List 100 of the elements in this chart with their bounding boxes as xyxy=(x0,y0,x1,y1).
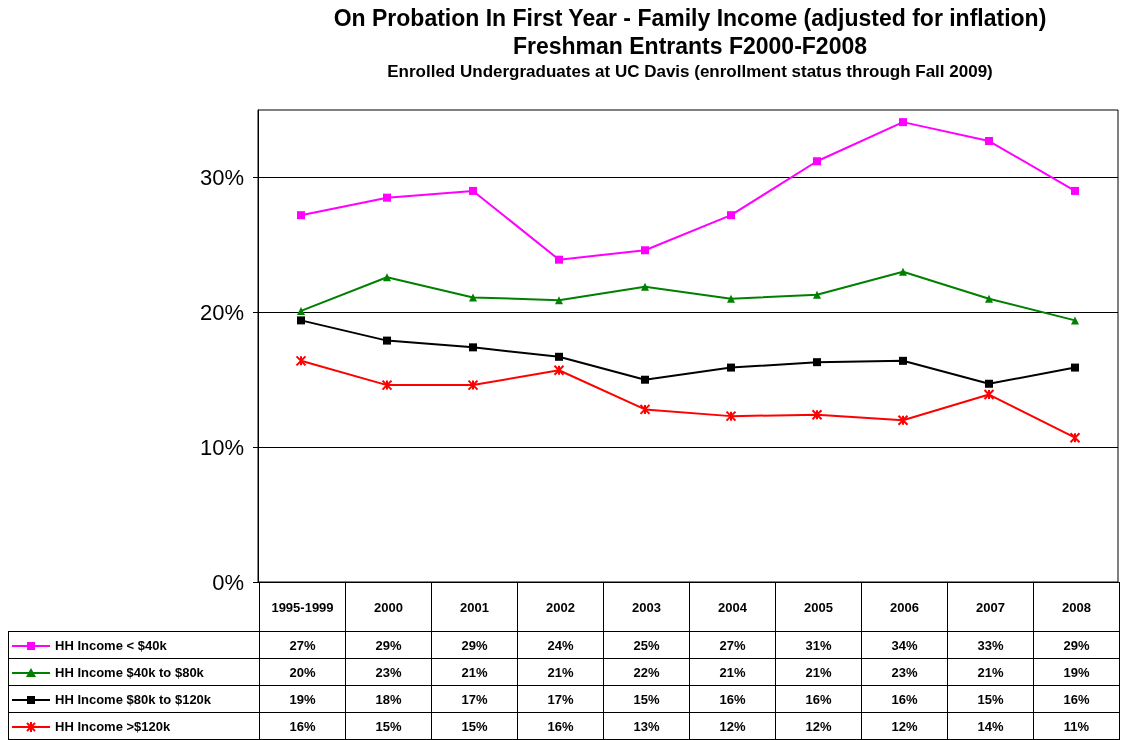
data-label: 15% xyxy=(431,712,518,740)
point xyxy=(295,355,307,367)
data-label: 25% xyxy=(603,631,690,659)
point xyxy=(383,273,391,282)
data-label: 29% xyxy=(1033,631,1120,659)
x-tick-label: 2003 xyxy=(603,582,690,632)
point xyxy=(469,343,477,352)
point xyxy=(813,290,821,299)
point xyxy=(383,336,391,345)
legend-label: HH Income $80k to $120k xyxy=(8,685,260,713)
point xyxy=(727,363,735,372)
data-label: 17% xyxy=(431,685,518,713)
data-label: 16% xyxy=(689,685,776,713)
data-label: 19% xyxy=(259,685,346,713)
data-label: 24% xyxy=(517,631,604,659)
data-label: 17% xyxy=(517,685,604,713)
y-tick-label: 0% xyxy=(212,569,244,595)
x-tick-label: 2002 xyxy=(517,582,604,632)
data-label: 18% xyxy=(345,685,432,713)
data-label: 14% xyxy=(947,712,1034,740)
y-tick-label: 10% xyxy=(199,434,244,460)
data-label: 23% xyxy=(345,658,432,686)
chart-title: On Probation In First Year - Family Income (adjusted for inflation) Freshman Entrants F2000-F2008 xyxy=(332,4,1048,60)
point xyxy=(639,403,651,415)
data-label: 16% xyxy=(517,712,604,740)
chart-subtitle: Enrolled Undergraduates at UC Davis (enrollment status through Fall 2009) xyxy=(386,61,994,83)
legend-label: HH Income < $40k xyxy=(8,631,260,659)
point xyxy=(1069,432,1081,444)
data-label: 15% xyxy=(947,685,1034,713)
point xyxy=(297,211,305,220)
point xyxy=(553,364,565,376)
x-tick-label: 2007 xyxy=(947,582,1034,632)
point xyxy=(725,410,737,422)
point xyxy=(297,306,305,315)
point xyxy=(899,356,907,365)
data-label: 21% xyxy=(689,658,776,686)
data-label: 13% xyxy=(603,712,690,740)
point xyxy=(1071,186,1079,195)
x-tick-label: 2004 xyxy=(689,582,776,632)
data-label: 16% xyxy=(1033,685,1120,713)
x-tick-label: 2008 xyxy=(1033,582,1120,632)
data-label: 33% xyxy=(947,631,1034,659)
data-label: 21% xyxy=(775,658,862,686)
point xyxy=(641,246,649,255)
data-label: 12% xyxy=(689,712,776,740)
data-label: 22% xyxy=(603,658,690,686)
legend-label: HH Income >$120k xyxy=(8,712,260,740)
point xyxy=(727,294,735,303)
data-label: 34% xyxy=(861,631,948,659)
point xyxy=(1071,363,1079,372)
point xyxy=(813,358,821,367)
data-label: 29% xyxy=(431,631,518,659)
point xyxy=(641,375,649,384)
data-label: 16% xyxy=(861,685,948,713)
point xyxy=(555,255,563,264)
point xyxy=(555,296,563,305)
y-tick-label: 30% xyxy=(199,164,244,190)
data-label: 11% xyxy=(1033,712,1120,740)
x-tick-label: 2000 xyxy=(345,582,432,632)
x-tick-label: 1995-1999 xyxy=(259,582,346,632)
point xyxy=(641,282,649,291)
point xyxy=(899,118,907,127)
data-label: 15% xyxy=(345,712,432,740)
data-label: 19% xyxy=(1033,658,1120,686)
data-label: 20% xyxy=(259,658,346,686)
data-label: 23% xyxy=(861,658,948,686)
data-label: 12% xyxy=(775,712,862,740)
data-label: 27% xyxy=(689,631,776,659)
data-label: 21% xyxy=(517,658,604,686)
point xyxy=(383,193,391,202)
data-label: 27% xyxy=(259,631,346,659)
point xyxy=(1071,316,1079,325)
data-label: 29% xyxy=(345,631,432,659)
data-label: 16% xyxy=(259,712,346,740)
point xyxy=(727,211,735,220)
point xyxy=(899,267,907,276)
data-label: 12% xyxy=(861,712,948,740)
point xyxy=(985,137,993,146)
point xyxy=(297,316,305,325)
point xyxy=(985,379,993,388)
x-tick-label: 2001 xyxy=(431,582,518,632)
point xyxy=(469,186,477,195)
point xyxy=(469,293,477,302)
point xyxy=(467,379,479,391)
legend-label: HH Income $40k to $80k xyxy=(8,658,260,686)
point xyxy=(983,389,995,401)
data-label: 21% xyxy=(431,658,518,686)
point xyxy=(811,409,823,421)
point xyxy=(381,379,393,391)
x-tick-label: 2006 xyxy=(861,582,948,632)
point xyxy=(897,414,909,426)
data-label: 16% xyxy=(775,685,862,713)
data-label: 15% xyxy=(603,685,690,713)
y-tick-label: 20% xyxy=(199,299,244,325)
data-label: 31% xyxy=(775,631,862,659)
point xyxy=(813,157,821,166)
point xyxy=(555,352,563,361)
x-tick-label: 2005 xyxy=(775,582,862,632)
data-label: 21% xyxy=(947,658,1034,686)
point xyxy=(985,294,993,303)
